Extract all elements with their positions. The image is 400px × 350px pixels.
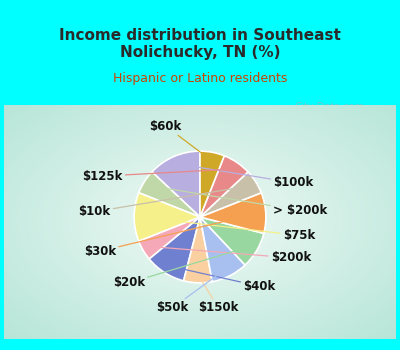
Text: $30k: $30k	[84, 214, 255, 258]
Text: $20k: $20k	[113, 247, 247, 289]
Text: $150k: $150k	[198, 277, 239, 314]
Text: $40k: $40k	[172, 267, 276, 293]
Text: > $200k: > $200k	[154, 187, 327, 217]
Wedge shape	[200, 172, 261, 217]
Text: Income distribution in Southeast
Nolichucky, TN (%): Income distribution in Southeast Nolichu…	[59, 28, 341, 61]
Text: $100k: $100k	[180, 164, 314, 189]
Wedge shape	[134, 193, 200, 241]
Wedge shape	[200, 151, 224, 217]
Bar	[4, 116, 396, 346]
Text: $50k: $50k	[156, 270, 224, 314]
Wedge shape	[139, 217, 200, 259]
Wedge shape	[139, 172, 200, 217]
Wedge shape	[200, 156, 248, 217]
Wedge shape	[200, 193, 266, 233]
Wedge shape	[200, 217, 264, 265]
Text: $10k: $10k	[78, 187, 246, 218]
Text: $75k: $75k	[145, 217, 315, 242]
Wedge shape	[200, 217, 245, 282]
Text: $60k: $60k	[150, 120, 209, 159]
Text: Hispanic or Latino residents: Hispanic or Latino residents	[113, 72, 287, 85]
Wedge shape	[149, 217, 200, 281]
Text: $200k: $200k	[153, 247, 311, 264]
Text: $125k: $125k	[82, 169, 230, 183]
Wedge shape	[152, 151, 200, 217]
Text: City-Data.com: City-Data.com	[295, 102, 365, 112]
Wedge shape	[184, 217, 212, 283]
